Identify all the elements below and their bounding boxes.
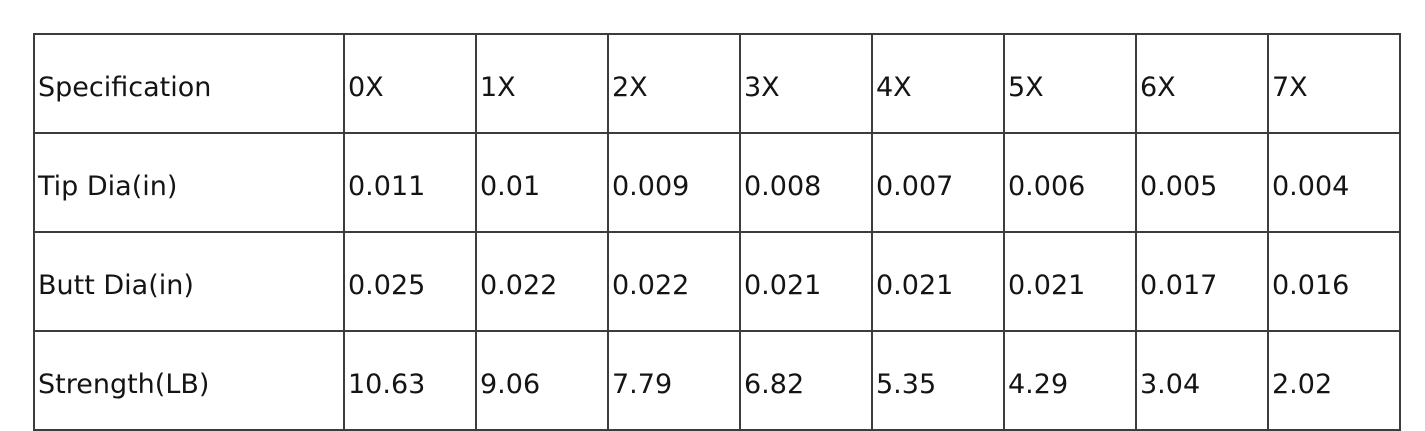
table-cell: 4.29 — [1003, 330, 1137, 431]
table-cell: 0.004 — [1267, 132, 1401, 233]
table-cell: 0.007 — [871, 132, 1005, 233]
row-label-strength: Strength(LB) — [33, 330, 345, 431]
table-cell: 0.021 — [739, 231, 873, 332]
header-cell-specification: Specification — [33, 33, 345, 134]
table-cell: 10.63 — [343, 330, 477, 431]
row-label-butt-dia: Butt Dia(in) — [33, 231, 345, 332]
table-row-strength: Strength(LB) 10.63 9.06 7.79 6.82 5.35 4… — [33, 330, 1401, 431]
table-cell: 0.016 — [1267, 231, 1401, 332]
table-cell: 7.79 — [607, 330, 741, 431]
header-cell-7x: 7X — [1267, 33, 1401, 134]
header-cell-3x: 3X — [739, 33, 873, 134]
table-cell: 0.009 — [607, 132, 741, 233]
row-label-tip-dia: Tip Dia(in) — [33, 132, 345, 233]
header-cell-1x: 1X — [475, 33, 609, 134]
table-cell: 0.017 — [1135, 231, 1269, 332]
table-cell: 0.025 — [343, 231, 477, 332]
table-cell: 0.01 — [475, 132, 609, 233]
header-cell-0x: 0X — [343, 33, 477, 134]
table-row-butt-dia: Butt Dia(in) 0.025 0.022 0.022 0.021 0.0… — [33, 231, 1401, 332]
header-cell-5x: 5X — [1003, 33, 1137, 134]
table-cell: 0.021 — [1003, 231, 1137, 332]
spec-table: Specification 0X 1X 2X 3X 4X 5X 6X 7X Ti… — [33, 33, 1401, 431]
table-cell: 3.04 — [1135, 330, 1269, 431]
table-cell: 0.021 — [871, 231, 1005, 332]
header-row: Specification 0X 1X 2X 3X 4X 5X 6X 7X — [33, 33, 1401, 134]
table-cell: 5.35 — [871, 330, 1005, 431]
table-cell: 0.011 — [343, 132, 477, 233]
table-cell: 0.022 — [607, 231, 741, 332]
table-cell: 9.06 — [475, 330, 609, 431]
header-cell-6x: 6X — [1135, 33, 1269, 134]
table-cell: 6.82 — [739, 330, 873, 431]
header-cell-2x: 2X — [607, 33, 741, 134]
table-cell: 2.02 — [1267, 330, 1401, 431]
header-cell-4x: 4X — [871, 33, 1005, 134]
table-cell: 0.006 — [1003, 132, 1137, 233]
table-cell: 0.022 — [475, 231, 609, 332]
table-cell: 0.005 — [1135, 132, 1269, 233]
table-row-tip-dia: Tip Dia(in) 0.011 0.01 0.009 0.008 0.007… — [33, 132, 1401, 233]
table-cell: 0.008 — [739, 132, 873, 233]
